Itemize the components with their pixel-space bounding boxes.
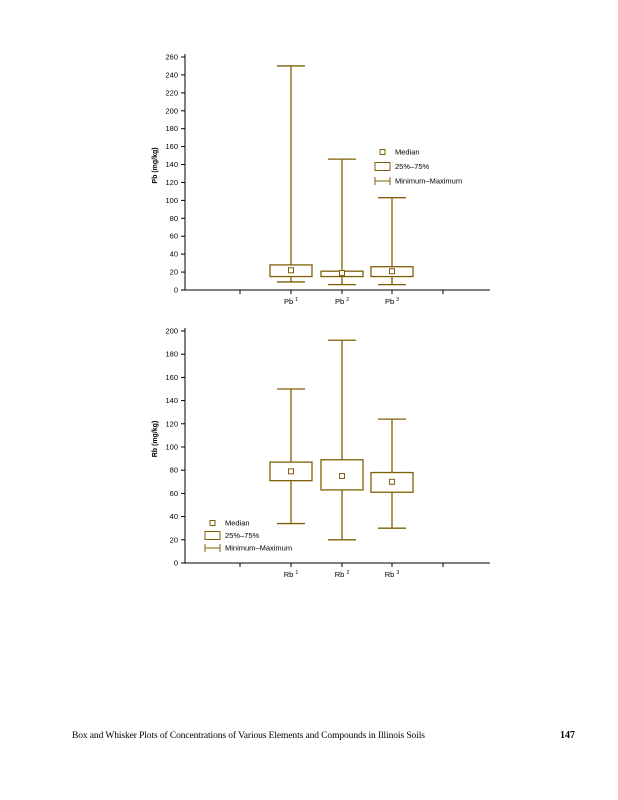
median-marker: [389, 268, 395, 275]
y-tick-label: 100: [165, 443, 178, 452]
y-tick-label: 140: [165, 396, 178, 405]
y-tick-label: 140: [165, 160, 178, 169]
y-tick-label: 160: [165, 373, 178, 382]
y-tick-label: 60: [170, 232, 178, 241]
y-tick-label: 200: [165, 327, 178, 336]
y-tick-label: 80: [170, 466, 178, 475]
legend-label: Median: [395, 148, 420, 157]
y-tick-label: 120: [165, 419, 178, 428]
legend-box-icon: [374, 162, 391, 171]
legend-label: Minimum–Maximum: [225, 544, 292, 553]
y-tick-label: 0: [174, 559, 178, 568]
y-tick-label: 40: [170, 512, 178, 521]
y-tick-label: 20: [170, 535, 178, 544]
figure-caption: Box and Whisker Plots of Concentrations …: [72, 731, 425, 741]
legend-label: Median: [225, 519, 250, 528]
category-label: Rb 2: [335, 570, 350, 579]
median-marker: [288, 468, 294, 475]
y-tick-label: 60: [170, 489, 178, 498]
y-tick-label: 40: [170, 250, 178, 259]
median-marker: [339, 269, 345, 276]
median-marker: [339, 473, 345, 479]
category-label: Pb 3: [385, 297, 399, 306]
y-tick-label: 100: [165, 196, 178, 205]
legend-label: 25%–75%: [395, 162, 430, 171]
category-label: Pb 2: [335, 297, 349, 306]
y-axis-title: Rb (mg/kg): [152, 421, 159, 458]
legend-label: Minimum–Maximum: [395, 177, 462, 186]
y-tick-label: 200: [165, 106, 178, 115]
y-axis-title: Pb (mg/kg): [152, 147, 159, 183]
legend-median-icon: [209, 520, 216, 526]
legend: Median 25%–75% Minimum–Maximum: [374, 148, 462, 186]
median-marker: [288, 267, 294, 274]
y-tick-label: 80: [170, 214, 178, 223]
legend-box-icon: [204, 531, 221, 540]
y-tick-label: 20: [170, 268, 178, 277]
category-label: Rb 1: [284, 570, 299, 579]
legend-median-icon: [379, 149, 386, 155]
median-marker: [389, 478, 395, 485]
y-tick-label: 160: [165, 142, 178, 151]
y-tick-label: 220: [165, 88, 178, 97]
y-tick-label: 180: [165, 350, 178, 359]
y-tick-label: 0: [174, 286, 178, 295]
category-label: Rb 3: [385, 570, 400, 579]
y-tick-label: 120: [165, 178, 178, 187]
y-tick-label: 180: [165, 124, 178, 133]
legend-label: 25%–75%: [225, 531, 260, 540]
legend: Median 25%–75% Minimum–Maximum: [204, 519, 292, 553]
rb-box-whisker-chart: 0 20 40 60 80 100 120 140 160 180 200 Rb 1 Rb 2 Rb 3 R…: [152, 327, 490, 579]
y-tick-label: 240: [165, 70, 178, 79]
pb-box-whisker-chart: 0 20 40 60 80 100 120 140 160 180 200 220 240 260 Pb 1…: [152, 53, 490, 306]
page-number: 147: [560, 730, 575, 741]
category-label: Pb 1: [284, 297, 298, 306]
y-tick-label: 260: [165, 53, 178, 62]
